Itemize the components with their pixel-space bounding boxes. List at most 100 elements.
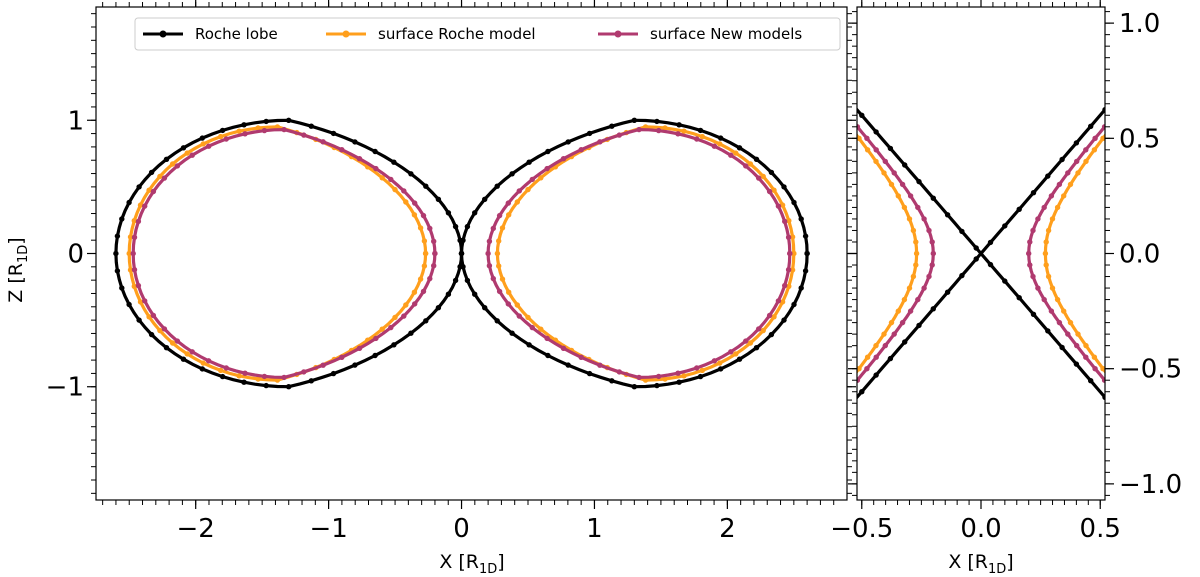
series-point-2 xyxy=(505,200,511,206)
zoom-series-point-2 xyxy=(1035,285,1041,291)
zoom-series-point-1 xyxy=(1118,113,1123,118)
series-point-1 xyxy=(137,202,144,208)
zoom-series-point-1 xyxy=(881,331,887,337)
zoom-series-point-2 xyxy=(1112,113,1117,118)
series-point-1 xyxy=(127,267,134,273)
series-point-1 xyxy=(789,267,796,273)
series-point-2 xyxy=(486,263,493,269)
series-point-2 xyxy=(142,298,148,304)
zoom-series-point-2 xyxy=(864,135,870,141)
main-xlabel: X [R1D] xyxy=(439,551,504,577)
series-point-2 xyxy=(544,335,550,342)
series-point-0 xyxy=(445,210,452,216)
series-point-2 xyxy=(206,143,212,149)
zoom-series-point-2 xyxy=(1041,296,1047,303)
zoom-series-point-2 xyxy=(1065,331,1071,337)
series-point-2 xyxy=(597,139,603,145)
zoom-series-point-1 xyxy=(838,389,843,394)
series-point-2 xyxy=(174,338,181,344)
series-point-2 xyxy=(544,165,550,172)
series-point-0 xyxy=(482,196,488,202)
series-point-0 xyxy=(148,169,155,176)
series-point-2 xyxy=(496,288,503,295)
series-point-0 xyxy=(219,127,226,134)
zoom-plot-area xyxy=(838,107,1123,400)
series-point-1 xyxy=(157,327,163,334)
series-point-2 xyxy=(756,175,762,181)
zoom-series-point-0 xyxy=(973,256,979,262)
zoom-series-point-2 xyxy=(1065,170,1071,176)
series-point-1 xyxy=(771,187,777,193)
series-point-0 xyxy=(136,317,142,323)
series-point-2 xyxy=(301,369,307,375)
zoom-series-point-2 xyxy=(873,354,879,360)
series-point-0 xyxy=(423,183,429,189)
series-point-2 xyxy=(775,203,782,209)
zoom-series-point-2 xyxy=(929,239,935,245)
series-point-0 xyxy=(458,250,465,257)
series-point-2 xyxy=(242,370,248,376)
series-point-1 xyxy=(417,225,424,231)
zoom-series-point-0 xyxy=(873,372,879,378)
series-point-2 xyxy=(142,203,148,209)
legend-marker xyxy=(342,30,350,38)
series-point-2 xyxy=(388,176,394,183)
zoom-panel: −0.5 0.0 0.5 −1.0 −0.5 0.0 0.5 1.0 X [R1D] xyxy=(830,0,1182,577)
y-tick-label: 0 xyxy=(67,240,84,270)
series-point-2 xyxy=(420,288,427,295)
series-point-0 xyxy=(452,223,459,230)
series-point-0 xyxy=(163,156,170,162)
zoom-series-point-0 xyxy=(1045,173,1051,179)
series-point-1 xyxy=(506,289,512,295)
zoom-series-point-2 xyxy=(1027,262,1033,268)
series-point-0 xyxy=(697,127,704,134)
zoom-series-point-1 xyxy=(1109,378,1114,383)
main-panel: −2 −1 0 1 2 −1 0 1 Roche lobe surface Roche mode… xyxy=(5,0,856,577)
zoom-series-point-0 xyxy=(916,322,922,329)
series-point-2 xyxy=(135,282,142,289)
series-point-2 xyxy=(775,298,782,304)
series-point-0 xyxy=(460,237,466,243)
zoom-series-point-1 xyxy=(1100,135,1105,141)
series-point-2 xyxy=(320,362,326,368)
legend-box xyxy=(134,17,841,51)
series-point-1 xyxy=(131,283,137,289)
zoom-series-point-2 xyxy=(882,342,888,349)
series-point-2 xyxy=(223,365,229,371)
series-point-1 xyxy=(681,128,687,134)
zoom-series-point-1 xyxy=(1091,354,1098,360)
zoom-series-point-2 xyxy=(873,147,879,153)
zoom-series-point-0 xyxy=(1059,156,1065,163)
series-point-1 xyxy=(392,314,398,321)
series-point-2 xyxy=(711,358,718,364)
series-point-2 xyxy=(787,250,793,257)
zoom-series-point-2 xyxy=(882,158,888,165)
series-point-1 xyxy=(421,263,428,269)
x-tick-label: 0 xyxy=(453,514,470,544)
series-point-2 xyxy=(401,313,407,319)
series-point-1 xyxy=(411,289,418,295)
zoom-series-line-0 xyxy=(857,107,1105,400)
series-point-2 xyxy=(339,354,345,360)
zoom-series-point-0 xyxy=(1002,278,1008,284)
zoom-series-point-1 xyxy=(1075,331,1081,337)
zoom-series-point-2 xyxy=(1026,250,1032,257)
zoom-series-point-1 xyxy=(1109,124,1114,129)
zoom-series-point-0 xyxy=(859,389,865,395)
zoom-series-point-2 xyxy=(1074,342,1080,349)
series-point-0 xyxy=(199,135,205,141)
series-point-1 xyxy=(538,175,544,181)
series-point-1 xyxy=(760,173,766,180)
series-point-1 xyxy=(379,326,385,332)
series-point-1 xyxy=(494,250,501,257)
main-axis-ticks xyxy=(87,0,856,509)
zoom-series-point-1 xyxy=(1061,193,1067,199)
series-point-0 xyxy=(241,122,247,128)
series-point-2 xyxy=(782,218,788,225)
zoom-series-point-1 xyxy=(1045,273,1052,280)
series-point-0 xyxy=(545,148,551,155)
series-point-2 xyxy=(356,345,363,351)
zoom-series-point-2 xyxy=(899,181,906,188)
zoom-series-point-1 xyxy=(1045,227,1052,234)
series-point-2 xyxy=(189,152,195,158)
